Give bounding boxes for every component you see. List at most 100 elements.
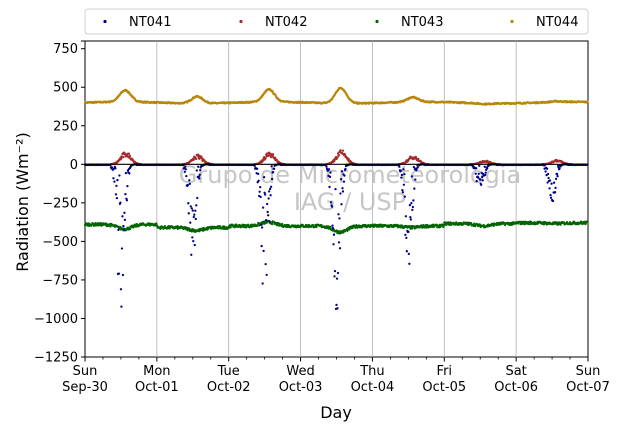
legend-marker-nt043	[375, 19, 379, 24]
nt041-point	[256, 167, 259, 170]
nt041-point	[257, 172, 260, 176]
nt041-point	[269, 194, 272, 197]
nt041-point	[253, 164, 256, 168]
nt041-point	[184, 165, 187, 168]
legend-marker-nt042	[239, 19, 243, 24]
y-tick-label: −1000	[34, 312, 78, 327]
nt041-point	[328, 185, 331, 189]
nt041-point	[483, 165, 486, 168]
nt042-point	[341, 149, 345, 152]
nt041-point	[270, 177, 274, 181]
nt041-point	[121, 215, 124, 218]
nt041-point	[192, 240, 195, 243]
nt041-point	[332, 243, 335, 246]
legend-marker-nt044	[510, 19, 514, 24]
nt043-point	[219, 225, 222, 228]
nt041-point	[403, 172, 406, 176]
legend-label-nt041: NT041	[129, 15, 171, 30]
nt041-point	[341, 187, 344, 190]
chart-legend: NT041 NT042 NT043 NT044	[84, 8, 589, 35]
nt041-point	[195, 204, 198, 207]
nt041-point	[120, 305, 123, 308]
nt043-point	[280, 222, 284, 226]
nt041-point	[404, 233, 407, 237]
nt041-point	[257, 179, 260, 182]
nt041-point	[268, 187, 272, 191]
nt043-point	[346, 229, 349, 232]
nt041-point	[117, 272, 121, 275]
nt041-point	[480, 183, 483, 187]
nt041-point	[334, 188, 337, 191]
nt041-point	[268, 220, 271, 223]
nt041-point	[337, 241, 341, 244]
nt041-point	[412, 199, 415, 202]
nt041-point	[546, 172, 550, 176]
nt041-point	[548, 179, 552, 182]
nt041-point	[484, 173, 487, 177]
nt041-point	[325, 165, 328, 168]
nt041-point	[554, 186, 557, 190]
nt041-point	[116, 178, 119, 182]
nt041-point	[477, 172, 480, 175]
nt041-point	[194, 217, 197, 221]
nt041-point	[123, 211, 126, 214]
nt042-point	[128, 154, 132, 157]
series-NT044	[83, 86, 589, 106]
nt041-point	[411, 205, 414, 209]
nt041-point	[197, 165, 200, 168]
nt041-point	[474, 172, 477, 175]
watermark-line-2: IAG / USP	[294, 188, 406, 216]
x-tick-date: Oct-06	[494, 380, 538, 395]
nt041-point	[264, 262, 267, 266]
nt041-point	[262, 206, 265, 209]
nt041-point	[547, 176, 550, 180]
y-axis-title: Radiation (Wm⁻²)	[13, 132, 32, 271]
nt041-point	[188, 179, 191, 182]
nt041-point	[340, 170, 344, 173]
nt041-point	[552, 181, 556, 184]
nt042-point	[339, 149, 342, 152]
nt041-point	[553, 191, 557, 194]
y-tick-label: 500	[53, 81, 78, 96]
nt041-point	[260, 244, 263, 248]
nt041-point	[119, 201, 122, 204]
x-tick-date: Sep-30	[62, 380, 108, 395]
nt041-point	[193, 243, 196, 247]
nt041-point	[191, 236, 194, 239]
nt041-point	[410, 202, 413, 205]
nt041-point	[267, 197, 270, 200]
nt043-point	[348, 228, 351, 231]
nt041-point	[330, 205, 334, 208]
nt041-point	[404, 215, 408, 218]
nt041-point	[336, 271, 340, 275]
nt041-point	[260, 223, 263, 227]
nt041-point	[399, 169, 403, 172]
nt041-point	[194, 209, 197, 212]
nt041-point	[121, 273, 125, 277]
legend-label-nt042: NT042	[265, 15, 307, 30]
nt041-point	[122, 228, 126, 231]
x-tick-date: Oct-07	[566, 380, 610, 395]
x-tick-day: Tue	[217, 364, 240, 379]
nt041-point	[331, 224, 334, 227]
nt041-point	[342, 180, 346, 183]
nt041-point	[119, 288, 123, 291]
nt042-point	[195, 157, 198, 161]
nt041-point	[265, 202, 269, 206]
x-tick-date: Oct-03	[279, 380, 323, 395]
watermark: Grupo de Micrometeorologia IAG / USP	[179, 161, 521, 216]
y-axis: 750 500 250 0 −250 −500 −750 −1000 −1250	[34, 40, 85, 366]
nt042-point	[333, 159, 336, 162]
nt041-point	[408, 204, 411, 207]
nt043-point	[270, 222, 274, 226]
nt041-point	[414, 178, 417, 181]
nt041-point	[407, 230, 410, 233]
legend-label-nt043: NT043	[401, 15, 443, 30]
nt041-point	[329, 201, 333, 204]
x-tick-day: Sun	[576, 364, 601, 379]
nt041-point	[545, 167, 549, 170]
nt041-point	[335, 303, 338, 307]
x-tick-day: Mon	[143, 364, 170, 379]
nt041-point	[411, 208, 414, 212]
nt043-point	[229, 226, 232, 229]
